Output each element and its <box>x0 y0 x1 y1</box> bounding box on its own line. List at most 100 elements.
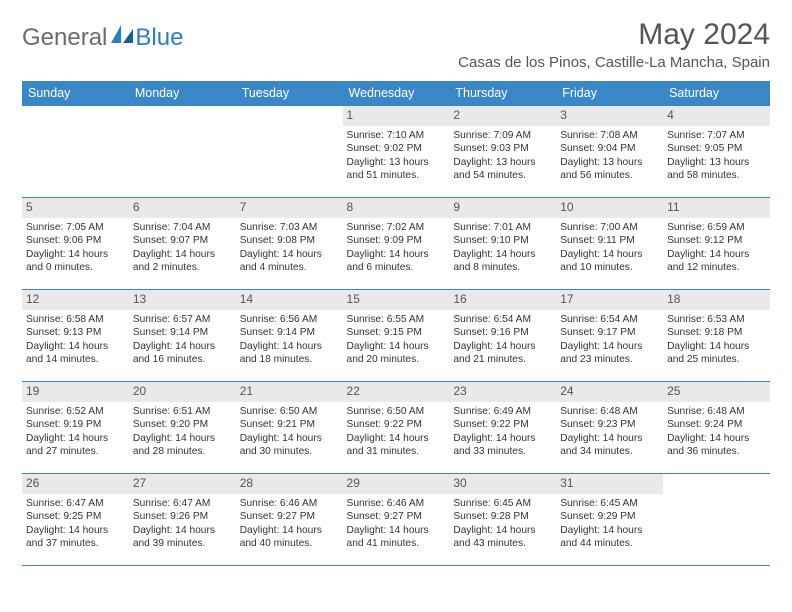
day-number: 11 <box>663 198 770 218</box>
day-header: Tuesday <box>236 81 343 106</box>
logo-text-blue: Blue <box>135 24 183 52</box>
calendar-cell <box>129 106 236 198</box>
day-info: Sunrise: 7:00 AMSunset: 9:11 PMDaylight:… <box>560 221 659 275</box>
logo: General Blue <box>22 18 183 52</box>
calendar-cell: 14 Sunrise: 6:56 AMSunset: 9:14 PMDayligh… <box>236 290 343 382</box>
day-number: 7 <box>236 198 343 218</box>
calendar-cell: 26 Sunrise: 6:47 AMSunset: 9:25 PMDayligh… <box>22 474 129 566</box>
day-info: Sunrise: 7:05 AMSunset: 9:06 PMDaylight:… <box>26 221 125 275</box>
day-info: Sunrise: 6:49 AMSunset: 9:22 PMDaylight:… <box>453 405 552 459</box>
title-block: May 2024 Casas de los Pinos, Castille-La… <box>458 18 770 71</box>
day-number: 9 <box>449 198 556 218</box>
day-header: Friday <box>556 81 663 106</box>
calendar-body: 1 Sunrise: 7:10 AMSunset: 9:02 PMDaylight… <box>22 106 770 566</box>
calendar-cell: 19Sunrise: 6:52 AMSunset: 9:19 PMDayligh… <box>22 382 129 474</box>
day-info: Sunrise: 6:54 AMSunset: 9:17 PMDaylight:… <box>560 313 659 367</box>
calendar-cell: 22 Sunrise: 6:50 AMSunset: 9:22 PMDayligh… <box>343 382 450 474</box>
day-number: 12 <box>22 290 129 310</box>
calendar-cell: 7Sunrise: 7:03 AMSunset: 9:08 PMDaylight… <box>236 198 343 290</box>
calendar-cell: 18 Sunrise: 6:53 AMSunset: 9:18 PMDayligh… <box>663 290 770 382</box>
day-info: Sunrise: 6:50 AMSunset: 9:21 PMDaylight:… <box>240 405 339 459</box>
calendar-week: 12 Sunrise: 6:58 AMSunset: 9:13 PMDayligh… <box>22 290 770 382</box>
calendar-week: 1 Sunrise: 7:10 AMSunset: 9:02 PMDaylight… <box>22 106 770 198</box>
location: Casas de los Pinos, Castille-La Mancha, … <box>458 54 770 71</box>
day-number: 8 <box>343 198 450 218</box>
calendar-cell <box>236 106 343 198</box>
day-number: 6 <box>129 198 236 218</box>
day-header: Monday <box>129 81 236 106</box>
day-number: 4 <box>663 106 770 126</box>
day-info: Sunrise: 6:45 AMSunset: 9:29 PMDaylight:… <box>560 497 659 551</box>
day-number: 10 <box>556 198 663 218</box>
day-header: Sunday <box>22 81 129 106</box>
day-number: 19 <box>22 382 129 402</box>
day-info: Sunrise: 7:02 AMSunset: 9:09 PMDaylight:… <box>347 221 446 275</box>
calendar-cell: 21 Sunrise: 6:50 AMSunset: 9:21 PMDayligh… <box>236 382 343 474</box>
day-number: 18 <box>663 290 770 310</box>
calendar-cell: 29 Sunrise: 6:46 AMSunset: 9:27 PMDayligh… <box>343 474 450 566</box>
day-number: 15 <box>343 290 450 310</box>
day-info: Sunrise: 6:58 AMSunset: 9:13 PMDaylight:… <box>26 313 125 367</box>
day-info: Sunrise: 6:46 AMSunset: 9:27 PMDaylight:… <box>347 497 446 551</box>
day-info: Sunrise: 6:59 AMSunset: 9:12 PMDaylight:… <box>667 221 766 275</box>
calendar-cell <box>22 106 129 198</box>
day-number: 3 <box>556 106 663 126</box>
day-number: 5 <box>22 198 129 218</box>
calendar-cell: 6 Sunrise: 7:04 AMSunset: 9:07 PMDaylight… <box>129 198 236 290</box>
day-info: Sunrise: 6:45 AMSunset: 9:28 PMDaylight:… <box>453 497 552 551</box>
header: General Blue May 2024 Casas de los Pinos… <box>22 18 770 71</box>
day-header: Wednesday <box>343 81 450 106</box>
calendar-cell: 20Sunrise: 6:51 AMSunset: 9:20 PMDayligh… <box>129 382 236 474</box>
calendar-cell: 24 Sunrise: 6:48 AMSunset: 9:23 PMDayligh… <box>556 382 663 474</box>
calendar-cell: 3Sunrise: 7:08 AMSunset: 9:04 PMDaylight… <box>556 106 663 198</box>
day-info: Sunrise: 6:51 AMSunset: 9:20 PMDaylight:… <box>133 405 232 459</box>
day-header: Saturday <box>663 81 770 106</box>
calendar-cell: 28Sunrise: 6:46 AMSunset: 9:27 PMDayligh… <box>236 474 343 566</box>
calendar-cell: 1 Sunrise: 7:10 AMSunset: 9:02 PMDaylight… <box>343 106 450 198</box>
calendar-cell: 30 Sunrise: 6:45 AMSunset: 9:28 PMDayligh… <box>449 474 556 566</box>
day-number: 24 <box>556 382 663 402</box>
calendar-cell <box>663 474 770 566</box>
calendar-cell: 17Sunrise: 6:54 AMSunset: 9:17 PMDayligh… <box>556 290 663 382</box>
day-number: 27 <box>129 474 236 494</box>
calendar-cell: 31 Sunrise: 6:45 AMSunset: 9:29 PMDayligh… <box>556 474 663 566</box>
day-info: Sunrise: 7:09 AMSunset: 9:03 PMDaylight:… <box>453 129 552 183</box>
day-info: Sunrise: 6:50 AMSunset: 9:22 PMDaylight:… <box>347 405 446 459</box>
day-info: Sunrise: 7:01 AMSunset: 9:10 PMDaylight:… <box>453 221 552 275</box>
calendar-week: 26 Sunrise: 6:47 AMSunset: 9:25 PMDayligh… <box>22 474 770 566</box>
day-info: Sunrise: 6:53 AMSunset: 9:18 PMDaylight:… <box>667 313 766 367</box>
day-info: Sunrise: 7:04 AMSunset: 9:07 PMDaylight:… <box>133 221 232 275</box>
day-number: 1 <box>343 106 450 126</box>
calendar-cell: 2 Sunrise: 7:09 AMSunset: 9:03 PMDaylight… <box>449 106 556 198</box>
day-info: Sunrise: 7:10 AMSunset: 9:02 PMDaylight:… <box>347 129 446 183</box>
calendar-cell: 15Sunrise: 6:55 AMSunset: 9:15 PMDayligh… <box>343 290 450 382</box>
day-number: 22 <box>343 382 450 402</box>
day-number: 13 <box>129 290 236 310</box>
logo-text-general: General <box>22 24 107 52</box>
calendar-cell: 11 Sunrise: 6:59 AMSunset: 9:12 PMDayligh… <box>663 198 770 290</box>
calendar-table: SundayMondayTuesdayWednesdayThursdayFrid… <box>22 81 770 566</box>
calendar-cell: 25Sunrise: 6:48 AMSunset: 9:24 PMDayligh… <box>663 382 770 474</box>
day-number: 16 <box>449 290 556 310</box>
calendar-cell: 27 Sunrise: 6:47 AMSunset: 9:26 PMDayligh… <box>129 474 236 566</box>
day-info: Sunrise: 6:47 AMSunset: 9:25 PMDaylight:… <box>26 497 125 551</box>
day-number: 29 <box>343 474 450 494</box>
calendar-cell: 23Sunrise: 6:49 AMSunset: 9:22 PMDayligh… <box>449 382 556 474</box>
day-header: Thursday <box>449 81 556 106</box>
calendar-week: 19Sunrise: 6:52 AMSunset: 9:19 PMDayligh… <box>22 382 770 474</box>
day-info: Sunrise: 6:48 AMSunset: 9:24 PMDaylight:… <box>667 405 766 459</box>
day-number: 14 <box>236 290 343 310</box>
day-number: 2 <box>449 106 556 126</box>
calendar-cell: 5 Sunrise: 7:05 AMSunset: 9:06 PMDaylight… <box>22 198 129 290</box>
day-info: Sunrise: 6:48 AMSunset: 9:23 PMDaylight:… <box>560 405 659 459</box>
day-info: Sunrise: 6:46 AMSunset: 9:27 PMDaylight:… <box>240 497 339 551</box>
day-number: 21 <box>236 382 343 402</box>
day-number: 31 <box>556 474 663 494</box>
day-info: Sunrise: 6:47 AMSunset: 9:26 PMDaylight:… <box>133 497 232 551</box>
day-number: 30 <box>449 474 556 494</box>
day-info: Sunrise: 6:54 AMSunset: 9:16 PMDaylight:… <box>453 313 552 367</box>
logo-sail-icon <box>111 25 133 43</box>
day-number: 26 <box>22 474 129 494</box>
calendar-cell: 8 Sunrise: 7:02 AMSunset: 9:09 PMDaylight… <box>343 198 450 290</box>
day-info: Sunrise: 6:56 AMSunset: 9:14 PMDaylight:… <box>240 313 339 367</box>
